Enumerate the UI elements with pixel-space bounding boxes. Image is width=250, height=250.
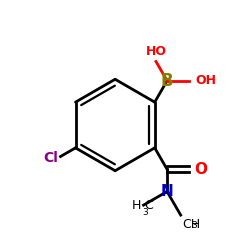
- Text: H: H: [132, 199, 141, 212]
- Text: O: O: [194, 162, 207, 177]
- Text: CH: CH: [182, 218, 200, 230]
- Text: 3: 3: [142, 208, 148, 217]
- Text: C: C: [144, 199, 153, 212]
- Text: B: B: [161, 72, 173, 90]
- Text: Cl: Cl: [43, 151, 58, 165]
- Text: HO: HO: [146, 46, 167, 59]
- Text: N: N: [161, 184, 173, 199]
- Text: OH: OH: [196, 74, 216, 87]
- Text: 3: 3: [191, 220, 197, 230]
